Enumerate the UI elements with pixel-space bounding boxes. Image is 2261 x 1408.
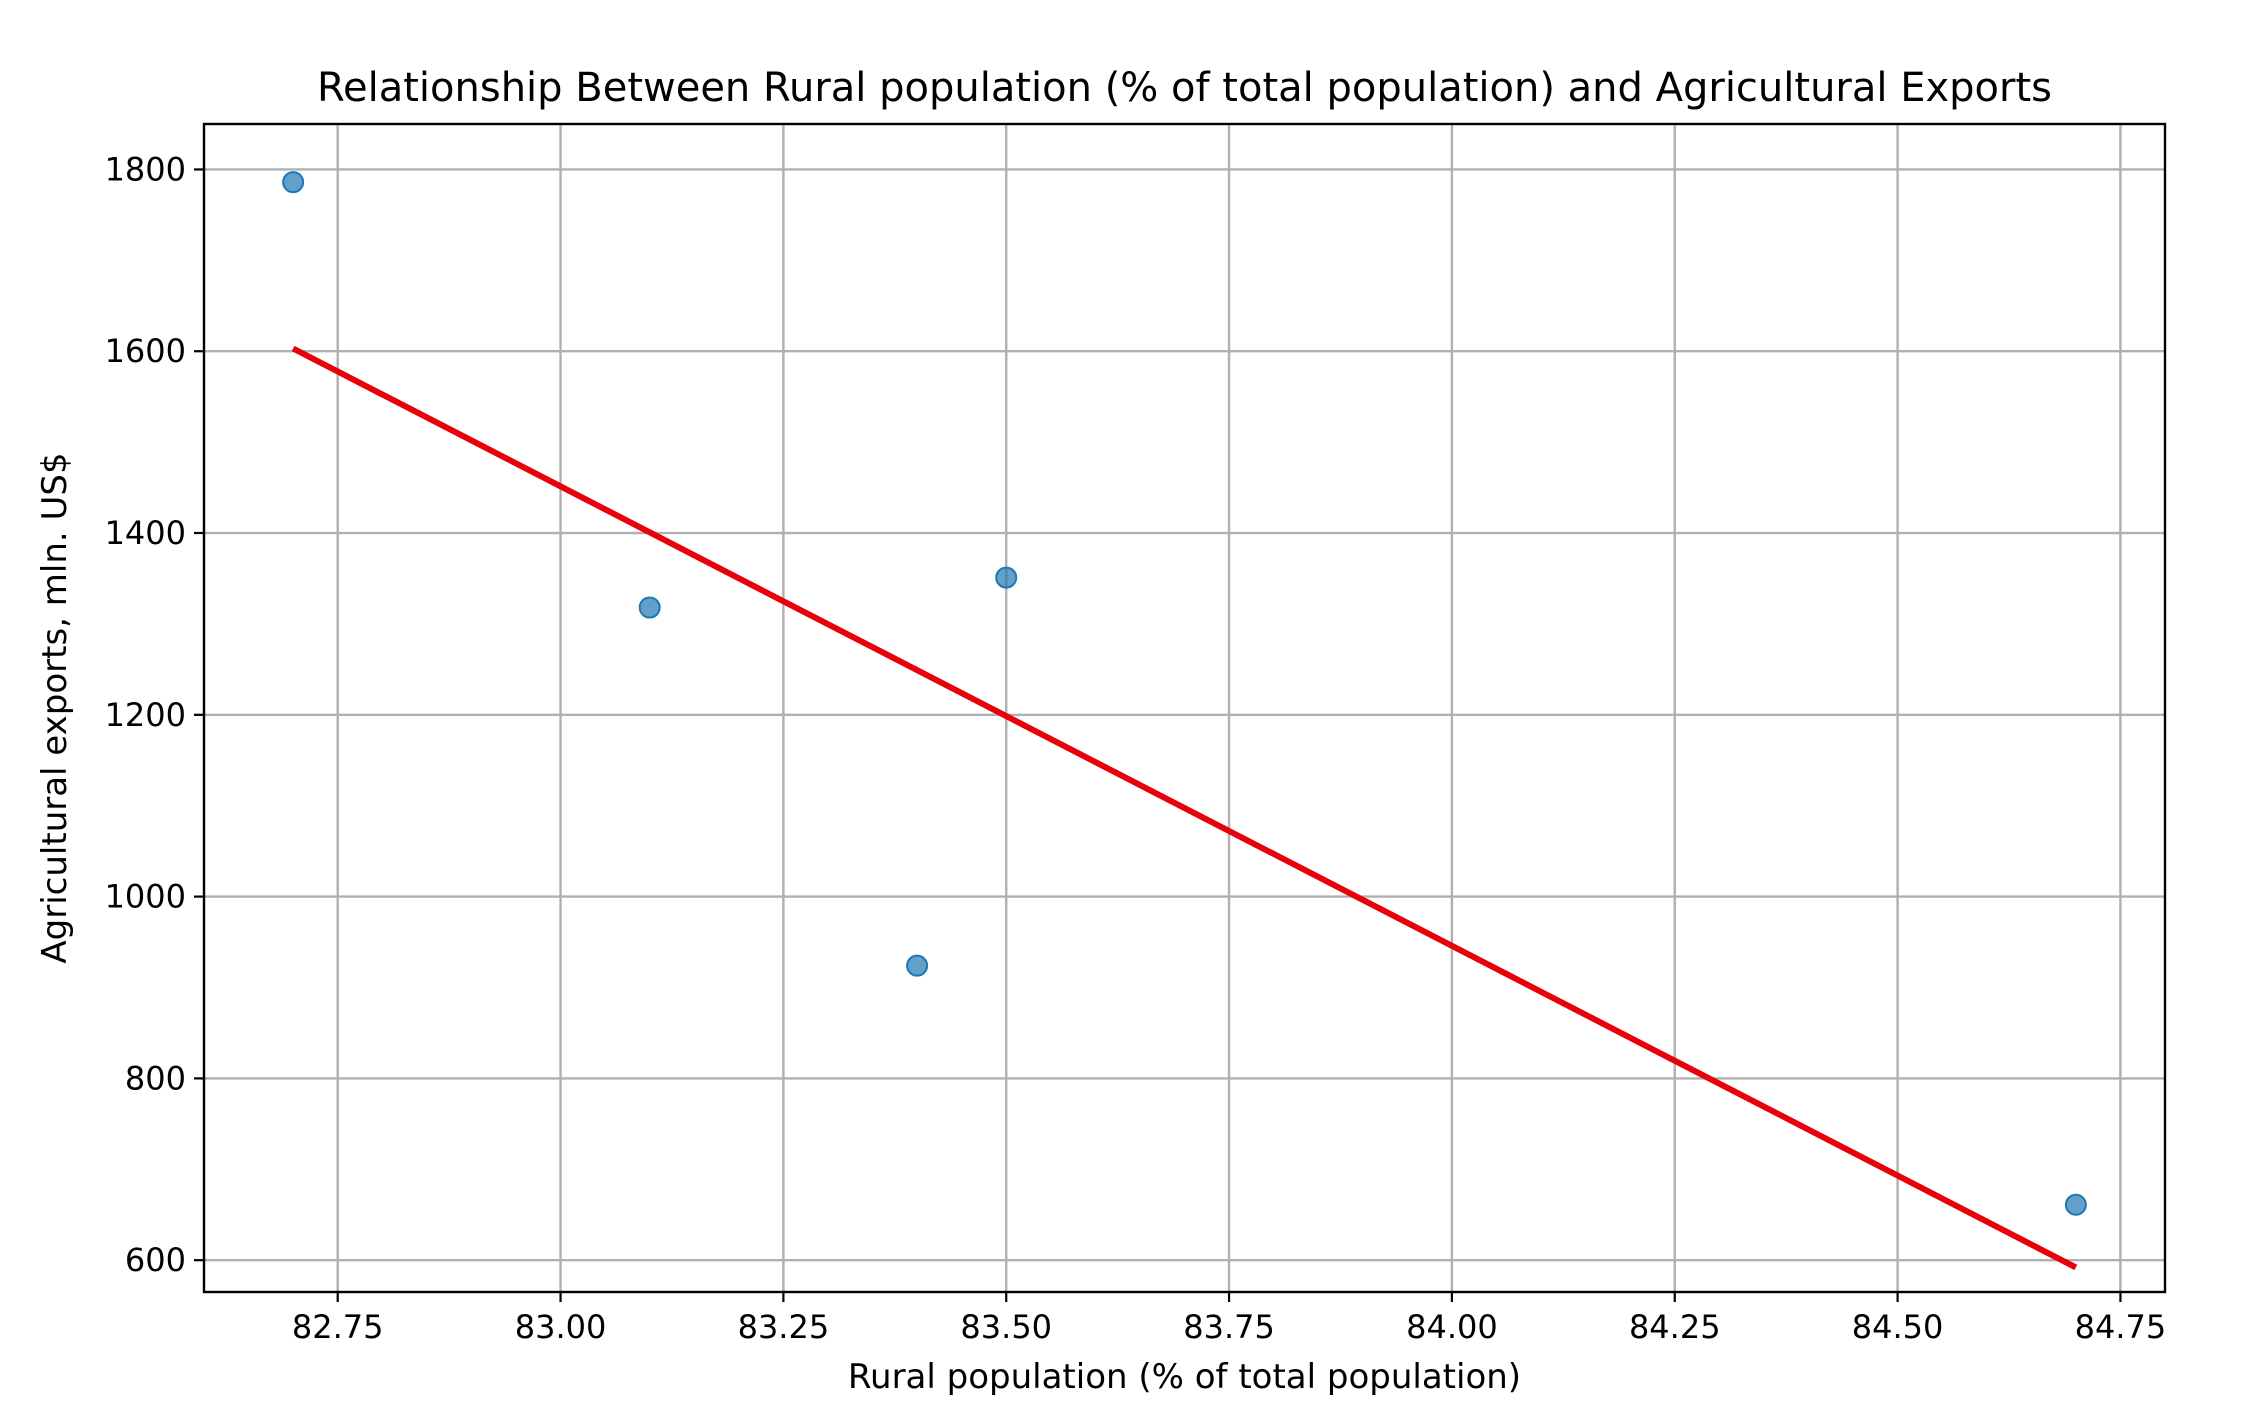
x-tick-label: 84.00 [1406,1308,1498,1346]
y-tick-label: 1600 [105,332,186,370]
y-axis-label: Agricultural exports, mln. US$ [35,452,75,963]
x-tick-label: 84.75 [2075,1308,2167,1346]
x-tick-label: 84.50 [1852,1308,1944,1346]
data-point [995,566,1018,589]
y-tick-label: 1200 [105,696,186,734]
x-tick-label: 83.00 [515,1308,607,1346]
x-tick-label: 84.25 [1629,1308,1721,1346]
x-tick-label: 83.50 [960,1308,1052,1346]
chart-title: Relationship Between Rural population (%… [317,65,2052,111]
x-tick-label: 83.75 [1183,1308,1275,1346]
data-points [282,171,2087,1216]
x-axis-label: Rural population (% of total population) [848,1357,1521,1397]
y-tick-label: 1800 [105,150,186,188]
axis-ticks: 82.75 83.00 83.25 83.50 83.75 84.00 84.25 84.50… [105,150,2167,1346]
data-point [282,171,305,194]
grid [204,124,2165,1292]
y-tick-label: 1400 [105,514,186,552]
y-tick-label: 600 [125,1241,186,1279]
y-tick-label: 1000 [105,878,186,916]
data-point [2064,1193,2087,1216]
plot-frame [202,122,2167,1294]
trend-line-layer [291,345,2078,1271]
data-point [638,596,661,619]
y-tick-label: 800 [125,1059,186,1097]
x-tick-label: 82.75 [292,1308,384,1346]
trend-line [291,345,2078,1271]
data-point [906,954,929,977]
x-tick-label: 83.25 [738,1308,830,1346]
